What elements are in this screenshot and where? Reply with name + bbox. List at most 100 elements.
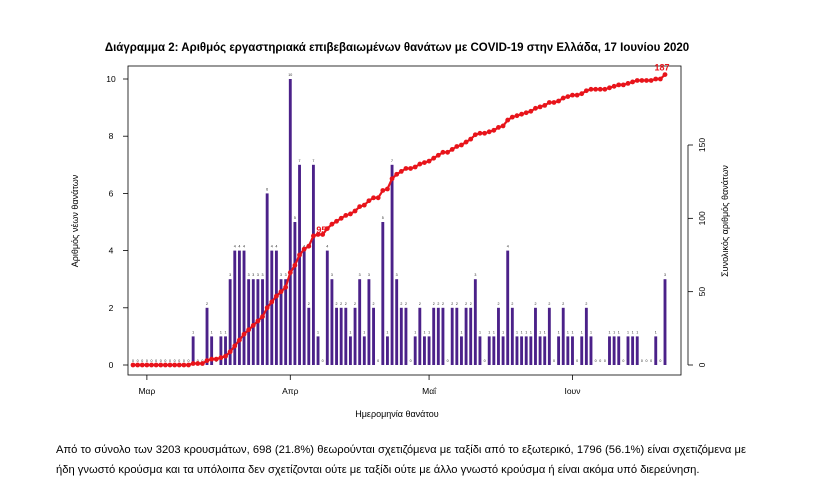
- bar-value-label: 0: [659, 359, 661, 363]
- bar-value-label: 0: [151, 359, 153, 363]
- bar-value-label: 1: [571, 330, 573, 334]
- bar: [654, 336, 658, 365]
- cumulative-point: [144, 362, 150, 368]
- plot-frame: [127, 65, 682, 376]
- bar-value-label: 5: [294, 216, 296, 220]
- bar-value-label: 0: [484, 359, 486, 363]
- cumulative-point: [204, 358, 210, 363]
- bar-value-label: 0: [137, 359, 139, 363]
- bar-value-label: 1: [502, 330, 504, 334]
- bar: [501, 336, 505, 365]
- annotation-label: 187: [654, 63, 669, 73]
- bar: [242, 250, 246, 365]
- bar-value-label: 2: [405, 302, 407, 306]
- cumulative-point: [190, 361, 196, 366]
- bar-value-label: 7: [391, 159, 393, 163]
- bar: [353, 307, 357, 365]
- bar: [237, 250, 241, 365]
- bar-value-label: 2: [548, 302, 550, 306]
- cumulative-point: [486, 129, 492, 135]
- cumulative-point: [223, 353, 228, 359]
- bar: [224, 336, 227, 365]
- bar: [413, 336, 417, 365]
- bar-value-label: 0: [197, 359, 199, 363]
- cumulative-point: [435, 152, 441, 158]
- cumulative-point: [620, 82, 626, 88]
- bar-value-label: 0: [141, 359, 143, 363]
- bar: [395, 279, 399, 365]
- bar-value-label: 2: [340, 302, 342, 306]
- cumulative-point: [537, 104, 543, 110]
- cumulative-point: [371, 195, 376, 201]
- bar: [270, 250, 274, 365]
- bar-value-label: 0: [622, 359, 624, 363]
- cumulative-point: [232, 343, 238, 349]
- bar-value-label: 2: [373, 302, 375, 306]
- bar: [288, 79, 292, 365]
- bar-value-label: 2: [470, 302, 472, 306]
- bar: [460, 336, 463, 365]
- bar: [279, 279, 283, 365]
- bar: [580, 336, 584, 365]
- cumulative-point: [611, 83, 617, 89]
- y2-tick-label: 50: [697, 287, 707, 297]
- cumulative-point: [274, 293, 279, 299]
- bar: [293, 222, 297, 365]
- cumulative-point: [417, 161, 423, 167]
- cumulative-point: [579, 91, 585, 97]
- cumulative-point: [542, 103, 548, 108]
- bar-value-label: 0: [188, 359, 190, 363]
- bar-value-label: 0: [650, 359, 652, 363]
- cumulative-point: [630, 79, 636, 85]
- cumulative-point: [431, 155, 437, 161]
- bar: [390, 164, 394, 365]
- bar-value-label: 4: [238, 245, 240, 249]
- bar: [367, 279, 371, 365]
- bar: [302, 250, 306, 365]
- bar-value-label: 5: [382, 216, 384, 220]
- bar: [520, 336, 524, 365]
- bar-value-label: 1: [414, 330, 416, 334]
- bar-value-label: 1: [590, 330, 592, 334]
- bar: [497, 307, 500, 365]
- bar: [464, 307, 468, 365]
- bar: [436, 307, 440, 365]
- cumulative-point: [278, 289, 284, 295]
- bar-value-label: 1: [192, 330, 194, 334]
- cumulative-point: [625, 81, 631, 86]
- cumulative-point: [343, 213, 349, 218]
- bar-value-label: 7: [312, 159, 314, 163]
- bar-value-label: 3: [331, 273, 333, 277]
- cumulative-point: [385, 186, 390, 192]
- cumulative-point: [408, 166, 413, 171]
- bar-value-label: 2: [433, 302, 435, 306]
- cumulative-point: [523, 110, 529, 116]
- bar-value-label: 2: [354, 302, 356, 306]
- bar-value-label: 1: [386, 330, 388, 334]
- cumulative-point: [361, 202, 367, 208]
- bar: [386, 336, 389, 365]
- bar: [261, 279, 264, 365]
- deaths-chart: Διάγραμμα 2: Αριθμός εργαστηριακά επιβεβ…: [70, 42, 730, 419]
- cumulative-point: [634, 78, 640, 83]
- cumulative-point: [412, 164, 418, 170]
- bar-value-label: 0: [322, 359, 324, 363]
- cumulative-point: [389, 176, 395, 182]
- bar: [427, 336, 431, 365]
- bar-value-label: 2: [206, 302, 208, 306]
- cumulative-point: [181, 362, 187, 368]
- bar: [432, 307, 436, 365]
- bar: [247, 279, 251, 365]
- bar-value-label: 10: [288, 73, 292, 77]
- cumulative-point: [375, 195, 381, 201]
- cumulative-point: [662, 72, 668, 77]
- bar-value-label: 0: [377, 359, 379, 363]
- cumulative-point: [565, 94, 571, 99]
- cumulative-point: [167, 362, 173, 368]
- bar-value-label: 1: [618, 330, 620, 334]
- bar-value-label: 1: [363, 330, 365, 334]
- bar-value-label: 3: [368, 273, 370, 277]
- bar-value-label: 0: [164, 359, 166, 363]
- bar: [524, 336, 528, 365]
- bar: [547, 307, 551, 365]
